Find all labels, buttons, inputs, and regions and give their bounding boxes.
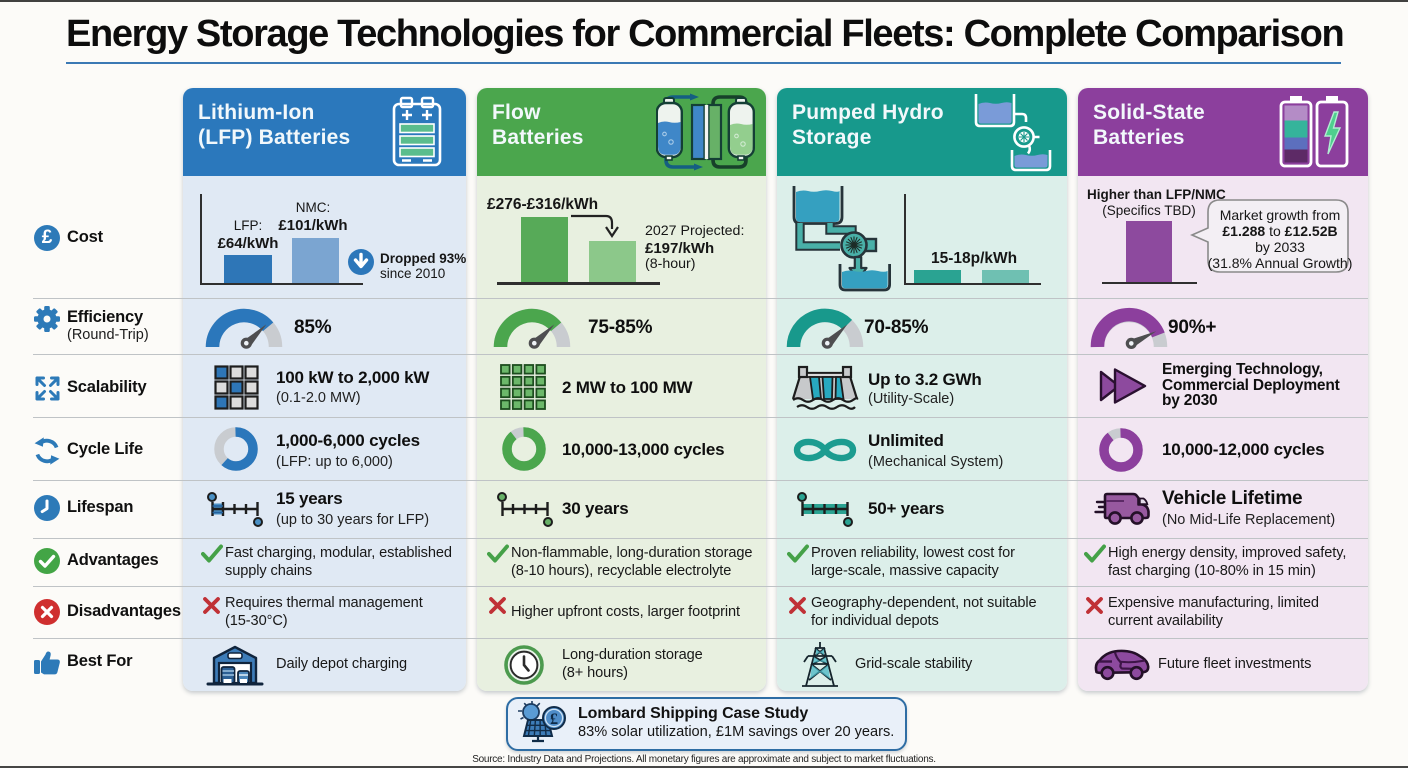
svg-text:£: £ (550, 711, 558, 728)
